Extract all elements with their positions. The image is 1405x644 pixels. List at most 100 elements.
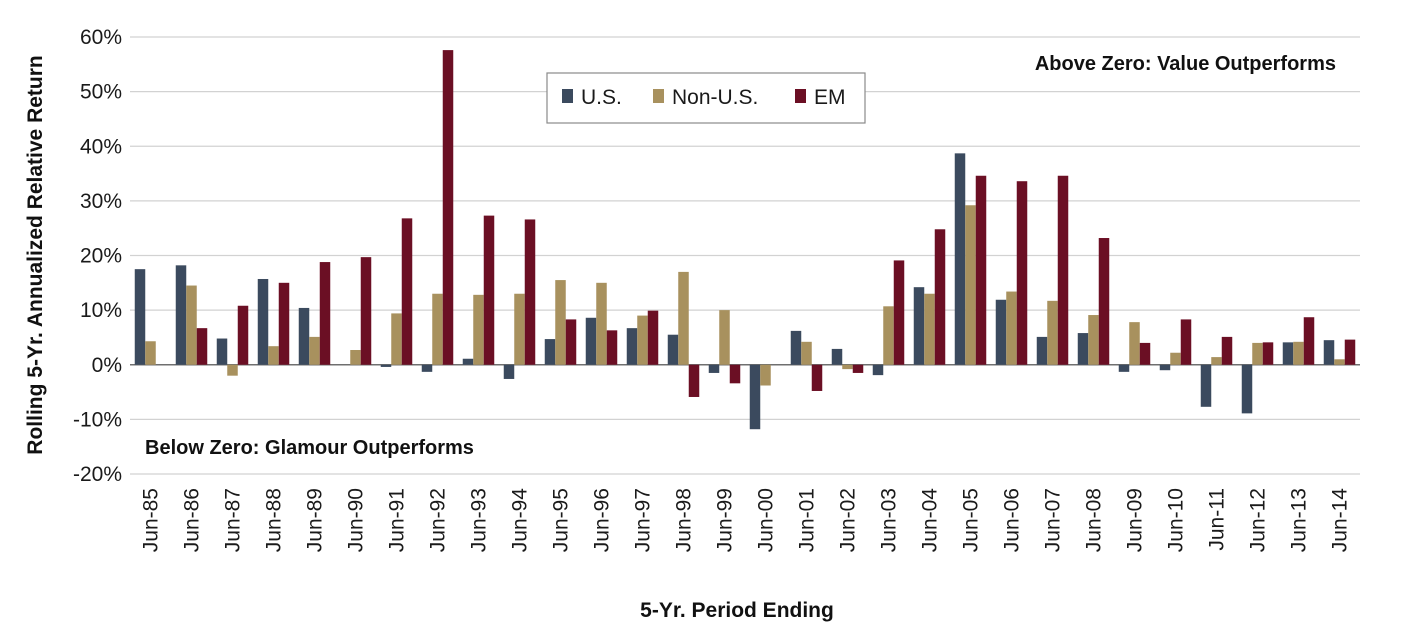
x-tick-label: Jun-86 xyxy=(181,488,204,552)
bar xyxy=(626,328,638,365)
bar xyxy=(514,293,525,365)
bar xyxy=(719,310,730,365)
bar xyxy=(1303,317,1315,365)
y-tick-label: -20% xyxy=(73,463,122,486)
bar xyxy=(811,364,823,391)
y-axis-title: Rolling 5-Yr. Annualized Relative Return xyxy=(24,55,47,454)
bar xyxy=(134,269,146,365)
bar xyxy=(1088,315,1099,365)
bar xyxy=(596,282,607,365)
x-tick-label: Jun-93 xyxy=(468,488,491,552)
bar xyxy=(965,205,976,365)
bar xyxy=(667,334,679,365)
bar xyxy=(1047,300,1058,365)
bar xyxy=(831,348,843,365)
bar xyxy=(503,364,515,379)
x-tick-label: Jun-00 xyxy=(755,488,778,552)
bar xyxy=(606,330,618,365)
bar xyxy=(473,294,484,365)
bar xyxy=(708,364,720,373)
legend-swatch-us xyxy=(562,89,573,103)
x-tick-label: Jun-99 xyxy=(714,488,737,552)
bar xyxy=(483,215,495,365)
x-tick-label: Jun-03 xyxy=(878,488,901,552)
y-tick-label: 40% xyxy=(80,135,122,158)
bar xyxy=(257,278,269,365)
y-tick-label: 20% xyxy=(80,245,122,268)
bar xyxy=(1241,364,1253,414)
legend-box xyxy=(546,72,866,124)
x-tick-label: Jun-90 xyxy=(345,488,368,552)
bar xyxy=(1098,238,1110,365)
bar xyxy=(196,328,208,365)
bar xyxy=(380,364,392,367)
bar xyxy=(749,364,761,430)
bar xyxy=(216,338,228,365)
bar xyxy=(565,319,577,365)
legend-swatch-em xyxy=(795,89,806,103)
bar xyxy=(760,364,771,386)
bar xyxy=(801,341,812,365)
bar xyxy=(1159,364,1171,371)
x-tick-label: Jun-04 xyxy=(919,488,942,553)
legend-label-em: EM xyxy=(814,86,846,109)
y-tick-label: 10% xyxy=(80,299,122,322)
bar xyxy=(227,364,238,376)
bar xyxy=(637,315,648,365)
bar xyxy=(913,287,925,365)
bar xyxy=(1344,339,1356,365)
bar xyxy=(1200,364,1212,407)
x-tick-label: Jun-11 xyxy=(1206,488,1229,551)
bar xyxy=(442,50,454,365)
x-tick-label: Jun-07 xyxy=(1042,488,1065,552)
x-axis-ticks: Jun-85 Jun-86 Jun-87 Jun-88 Jun-89 Jun-90 Jun-… xyxy=(140,488,1352,553)
x-tick-label: Jun-94 xyxy=(509,488,532,553)
bar xyxy=(145,341,156,365)
x-tick-label: Jun-96 xyxy=(591,488,614,552)
bar xyxy=(852,364,864,373)
bar xyxy=(954,153,966,365)
bar xyxy=(1323,340,1335,365)
x-tick-label: Jun-06 xyxy=(1001,488,1024,552)
bar xyxy=(585,317,597,365)
bars xyxy=(134,50,1356,430)
bar xyxy=(1211,357,1222,365)
y-axis-ticks: -20% -10% 0% 10% 20% 30% 40% 50% 60% xyxy=(73,26,122,486)
bar xyxy=(1282,342,1294,365)
x-tick-label: Jun-98 xyxy=(673,488,696,552)
bar xyxy=(924,293,935,365)
x-tick-label: Jun-10 xyxy=(1165,488,1188,552)
bar xyxy=(524,219,536,365)
x-tick-label: Jun-92 xyxy=(427,488,450,552)
bar xyxy=(893,260,905,365)
bar xyxy=(1057,175,1069,365)
x-tick-label: Jun-08 xyxy=(1083,488,1106,552)
gridlines xyxy=(130,36,1360,475)
bar xyxy=(1334,359,1345,365)
bar xyxy=(872,364,884,376)
x-tick-label: Jun-85 xyxy=(140,488,163,552)
x-tick-label: Jun-95 xyxy=(550,488,573,552)
x-tick-label: Jun-87 xyxy=(222,488,245,552)
bar xyxy=(391,313,402,365)
bar xyxy=(1170,352,1181,365)
bar xyxy=(237,305,249,365)
bar xyxy=(647,310,659,365)
x-tick-label: Jun-05 xyxy=(960,488,983,552)
x-tick-label: Jun-97 xyxy=(632,488,655,552)
bar xyxy=(298,307,310,365)
x-tick-label: Jun-01 xyxy=(796,488,819,552)
x-tick-label: Jun-91 xyxy=(386,488,409,552)
bar xyxy=(790,330,802,365)
bar xyxy=(883,306,894,365)
y-tick-label: 30% xyxy=(80,190,122,213)
bar xyxy=(175,265,187,365)
legend: U.S. Non-U.S. EM xyxy=(546,72,866,124)
bar xyxy=(729,364,741,384)
annotation-above-zero: Above Zero: Value Outperforms xyxy=(1035,53,1336,75)
bar xyxy=(544,339,556,365)
bar xyxy=(1036,336,1048,365)
legend-swatch-non-us xyxy=(653,89,664,103)
bar xyxy=(421,364,433,372)
